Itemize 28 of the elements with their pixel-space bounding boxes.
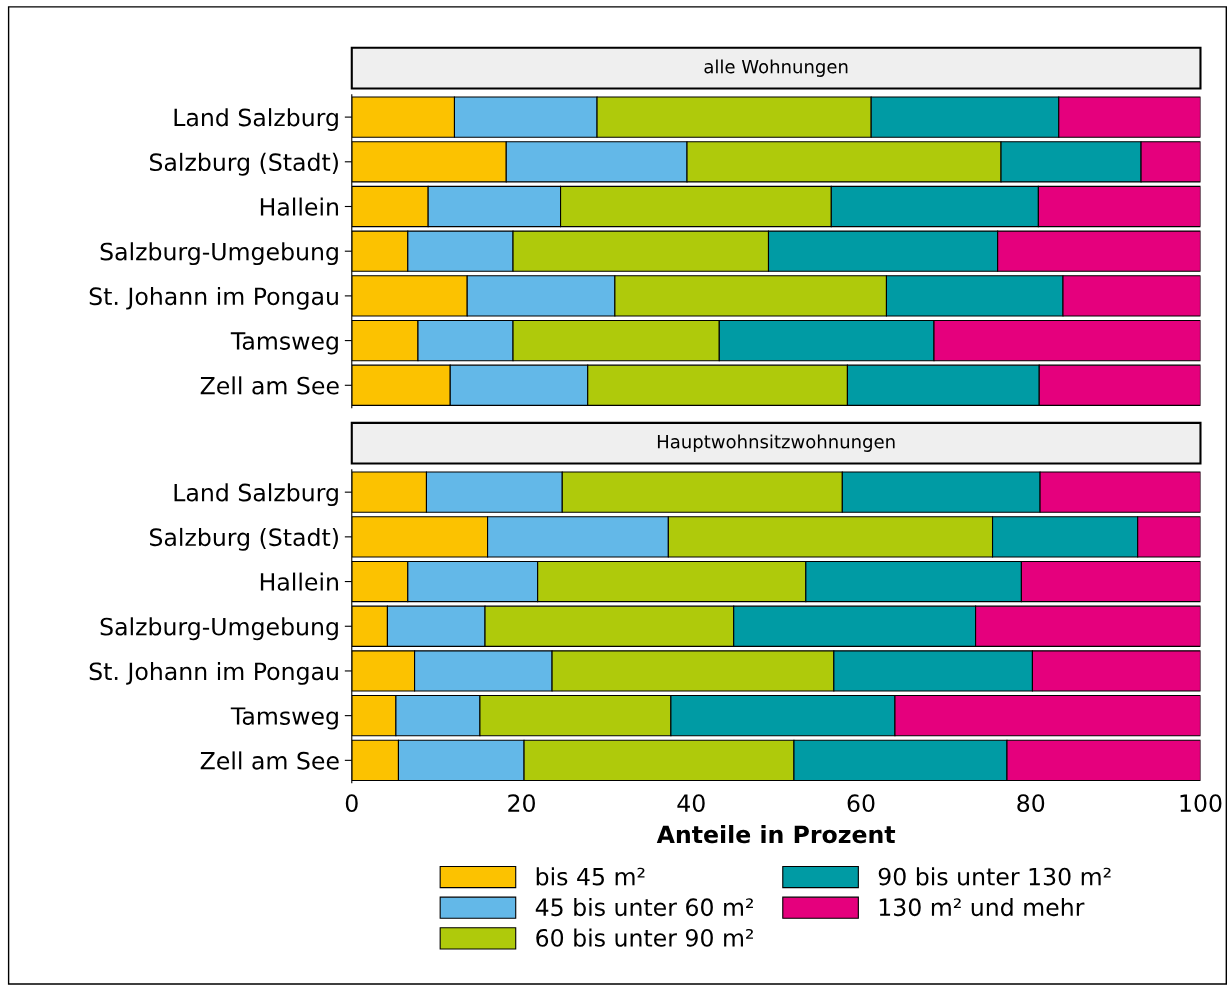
y-tick-label: St. Johann im Pongau	[89, 661, 338, 685]
x-tick-label: 40	[677, 794, 705, 813]
legend-label: 45 bis unter 60 m²	[535, 897, 753, 917]
chart-title: alle Wohnungen	[704, 59, 848, 77]
y-tick-label: Tamsweg	[230, 332, 338, 355]
x-axis-title: Anteile in Prozent	[656, 824, 896, 844]
x-tick-label: 20	[508, 794, 535, 813]
y-tick-label: Land Salzburg	[174, 108, 338, 131]
x-tick-label: 100	[1180, 794, 1222, 813]
x-tick-label: 0	[345, 794, 358, 813]
legend-label: 130 m² und mehr	[879, 897, 1085, 917]
y-tick-label: Salzburg-Umgebung	[100, 242, 338, 266]
chart-title: Hauptwohnsitzwohnungen	[657, 434, 895, 452]
y-tick-label: Land Salzburg	[174, 483, 338, 507]
y-tick-label: Zell am See	[200, 751, 339, 770]
y-tick-label: Hallein	[260, 572, 338, 591]
y-tick-label: Hallein	[260, 197, 338, 216]
x-tick-label: 60	[847, 794, 875, 813]
x-tick-label: 80	[1017, 794, 1045, 813]
y-tick-label: St. Johann im Pongau	[89, 286, 338, 310]
legend-label: bis 45 m²	[536, 867, 645, 886]
legend-label: 90 bis unter 130 m²	[878, 867, 1111, 886]
y-tick-label: Salzburg-Umgebung	[100, 617, 338, 641]
y-tick-label: Salzburg (Stadt)	[150, 152, 338, 176]
y-tick-label: Zell am See	[200, 376, 339, 395]
y-tick-label: Salzburg (Stadt)	[150, 527, 338, 551]
legend-label: 60 bis unter 90 m²	[536, 928, 753, 947]
y-tick-label: Tamsweg	[230, 707, 338, 730]
